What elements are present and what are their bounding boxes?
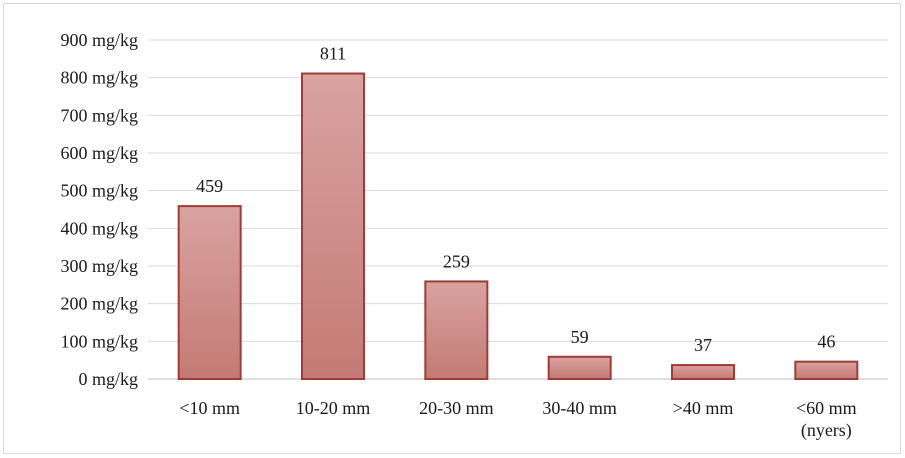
data-label: 811 xyxy=(320,44,346,64)
data-labels: 459 811 259 59 37 46 xyxy=(196,44,835,356)
data-label: 259 xyxy=(443,251,470,271)
y-tick-label: 600 mg/kg xyxy=(60,143,138,163)
y-tick-label: 300 mg/kg xyxy=(60,256,138,276)
bar xyxy=(671,364,735,380)
y-axis-tick-labels: 0 mg/kg 100 mg/kg 200 mg/kg 300 mg/kg 400 mg… xyxy=(60,30,138,389)
x-tick-label: 30-40 mm xyxy=(542,398,617,418)
data-label: 37 xyxy=(694,335,712,355)
bar xyxy=(301,72,365,380)
data-label: 46 xyxy=(817,332,835,352)
y-tick-label: 200 mg/kg xyxy=(60,294,138,314)
x-tick-label: >40 mm xyxy=(673,398,734,418)
gridlines xyxy=(148,39,888,380)
y-tick-label: 0 mg/kg xyxy=(78,369,138,389)
bar xyxy=(177,205,242,380)
x-tick-label: 10-20 mm xyxy=(296,398,371,418)
bar xyxy=(424,280,489,380)
data-label: 459 xyxy=(196,176,223,196)
x-tick-label: 20-30 mm xyxy=(419,398,494,418)
y-tick-label: 400 mg/kg xyxy=(60,218,138,238)
data-label: 59 xyxy=(571,327,589,347)
x-tick-label: (nyers) xyxy=(801,420,852,441)
bar xyxy=(794,360,859,381)
x-axis-tick-labels: <10 mm 10-20 mm 20-30 mm 30-40 mm >40 mm <60 … xyxy=(179,398,856,441)
y-tick-label: 700 mg/kg xyxy=(60,105,138,125)
y-tick-label: 500 mg/kg xyxy=(60,181,138,201)
y-tick-label: 800 mg/kg xyxy=(60,68,138,88)
bars xyxy=(177,72,859,381)
x-tick-label: <10 mm xyxy=(179,398,240,418)
y-tick-label: 900 mg/kg xyxy=(60,30,138,50)
y-tick-label: 100 mg/kg xyxy=(60,331,138,351)
bar xyxy=(547,355,612,381)
x-tick-label: <60 mm xyxy=(796,398,857,418)
